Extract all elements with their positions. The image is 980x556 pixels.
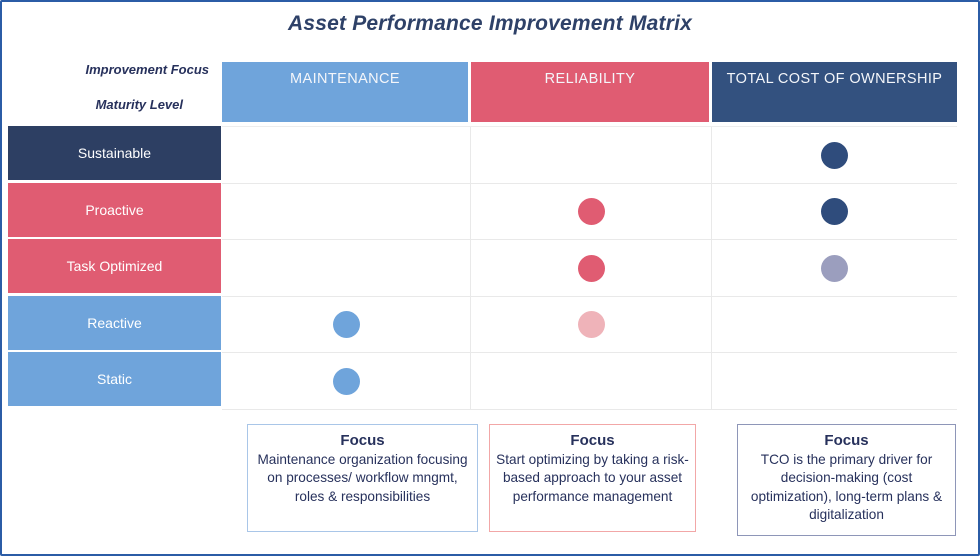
navy-dot [821,141,848,169]
cell-reactive-reliability [471,297,712,353]
focus-box-title: Focus [824,432,869,449]
cell-static-maintenance [222,353,471,410]
maturity-level-label: Maturity Level [95,97,183,112]
row-label-proactive: Proactive [8,183,221,237]
focus-box-text: TCO is the primary driver for decision-m… [750,452,943,523]
focus-box-title: Focus [340,432,385,449]
focus-box-3: Focus TCO is the primary driver for decis… [737,424,956,536]
focus-box-2: Focus Start optimizing by taking a risk-b… [489,424,696,532]
lavender-dot [821,254,848,282]
axis-labels: Improvement Focus Maturity Level [2,62,215,112]
cell-static-reliability [471,353,712,410]
improvement-focus-label: Improvement Focus [85,62,209,77]
red-dot [577,254,605,282]
cell-proactive-total-cost-of-ownership [712,184,957,240]
focus-box-1: Focus Maintenance organization focusing o… [247,424,478,532]
focus-box-text: Start optimizing by taking a risk-based … [496,452,689,504]
cell-reactive-maintenance [222,297,471,353]
column-header-reliability: RELIABILITY [471,62,709,122]
page-title: Asset Performance Improvement Matrix [287,12,692,35]
navy-dot [821,198,848,225]
red-dot [577,198,605,225]
cell-sustainable-maintenance [222,127,471,184]
cell-proactive-maintenance [222,184,471,240]
cell-sustainable-total-cost-of-ownership [712,127,957,184]
pink-dot [577,311,605,338]
cell-static-total-cost-of-ownership [712,353,957,410]
focus-box-text: Maintenance organization focusing on pro… [257,452,468,504]
cell-reactive-total-cost-of-ownership [712,297,957,353]
focus-box-title: Focus [570,432,615,449]
cell-task-optimized-total-cost-of-ownership [712,240,957,297]
row-label-task-optimized: Task Optimized [8,239,221,293]
row-label-sustainable: Sustainable [8,126,221,180]
row-label-reactive: Reactive [8,296,221,350]
column-header-total-cost-of-ownership: TOTAL COST OF OWNERSHIP [712,62,957,122]
cell-sustainable-reliability [471,127,712,184]
row-label-static: Static [8,352,221,406]
cell-task-optimized-reliability [471,240,712,297]
matrix-body [222,126,957,410]
column-header-maintenance: MAINTENANCE [222,62,468,122]
cell-proactive-reliability [471,184,712,240]
cell-task-optimized-maintenance [222,240,471,297]
blue-dot [332,311,360,338]
blue-dot [332,367,360,395]
